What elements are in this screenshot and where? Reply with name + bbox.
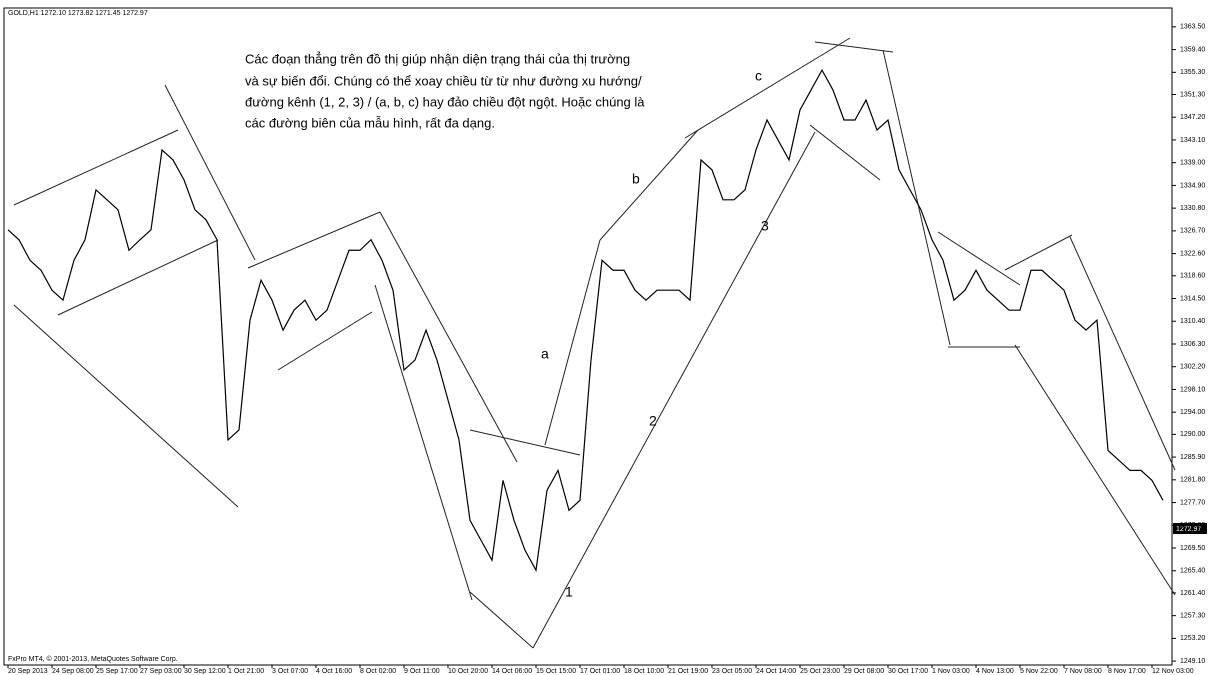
y-tick-label: 1261.40 <box>1180 590 1205 597</box>
y-tick-label: 1330.80 <box>1180 205 1205 212</box>
x-tick-label: 15 Oct 15:00 <box>536 668 576 675</box>
x-tick-label: 24 Oct 14:00 <box>756 668 796 675</box>
x-tick-label: 24 Sep 08:00 <box>52 668 94 675</box>
y-tick-label: 1298.10 <box>1180 386 1205 393</box>
y-tick-label: 1347.20 <box>1180 114 1205 121</box>
line-label: 2 <box>649 413 657 429</box>
y-tick-label: 1326.70 <box>1180 228 1205 235</box>
x-tick-label: 4 Oct 16:00 <box>316 668 352 675</box>
note-line: và sự biến đổi. Chúng có thể xoay chiều … <box>245 73 642 88</box>
price-tag-box <box>1173 523 1207 534</box>
y-tick-label: 1306.30 <box>1180 341 1205 348</box>
y-tick-label: 1334.90 <box>1180 182 1205 189</box>
y-tick-label: 1318.60 <box>1180 273 1205 280</box>
y-tick-label: 1277.70 <box>1180 499 1205 506</box>
y-tick-label: 1310.40 <box>1180 318 1205 325</box>
note-line: Các đoạn thẳng trên đồ thị giúp nhận diệ… <box>245 51 630 66</box>
x-tick-label: 17 Oct 01:00 <box>580 668 620 675</box>
y-tick-label: 1285.90 <box>1180 454 1205 461</box>
y-tick-label: 1281.80 <box>1180 477 1205 484</box>
y-tick-label: 1314.50 <box>1180 295 1205 302</box>
y-tick-label: 1363.50 <box>1180 24 1205 31</box>
x-tick-label: 1 Oct 21:00 <box>228 668 264 675</box>
note-line: đường kênh (1, 2, 3) / (a, b, c) hay đảo… <box>245 94 645 109</box>
x-tick-label: 25 Oct 23:00 <box>800 668 840 675</box>
y-tick-label: 1343.10 <box>1180 137 1205 144</box>
x-tick-label: 29 Oct 08:00 <box>844 668 884 675</box>
x-tick-label: 5 Nov 22:00 <box>1020 668 1058 675</box>
y-tick-label: 1294.00 <box>1180 409 1205 416</box>
line-label: b <box>632 171 640 187</box>
plot-frame <box>3 7 1173 666</box>
y-tick-label: 1322.60 <box>1180 250 1205 257</box>
x-tick-label: 30 Oct 17:00 <box>888 668 928 675</box>
x-tick-label: 12 Nov 03:00 <box>1152 668 1194 675</box>
x-tick-label: 14 Oct 06:00 <box>492 668 532 675</box>
x-tick-label: 30 Sep 12:00 <box>184 668 226 675</box>
x-tick-label: 20 Sep 2013 <box>8 668 48 675</box>
y-tick-label: 1253.20 <box>1180 635 1205 642</box>
line-label: 3 <box>761 218 769 234</box>
y-tick-label: 1359.40 <box>1180 46 1205 53</box>
x-tick-label: 23 Oct 05:00 <box>712 668 752 675</box>
y-tick-label: 1355.30 <box>1180 69 1205 76</box>
price-line <box>7 68 1164 573</box>
x-tick-label: 1 Nov 03:00 <box>932 668 970 675</box>
x-tick-label: 4 Nov 13:00 <box>976 668 1014 675</box>
line-label: 1 <box>565 584 573 600</box>
y-tick-label: 1273.60 <box>1180 522 1205 529</box>
x-tick-label: 9 Oct 11:00 <box>404 668 440 675</box>
trendlines <box>13 37 1176 649</box>
x-tick-label: 25 Sep 17:00 <box>96 668 138 675</box>
header: GOLD,H1 1272.10 1273.82 1271.45 1272.97 <box>8 10 148 17</box>
y-tick-label: 1265.40 <box>1180 568 1205 575</box>
x-tick-label: 27 Sep 03:00 <box>140 668 182 675</box>
price-tag: 1272.97 <box>1176 526 1201 533</box>
x-tick-label: 21 Oct 19:00 <box>668 668 708 675</box>
x-tick-label: 8 Oct 02:00 <box>360 668 396 675</box>
x-tick-label: 3 Oct 07:00 <box>272 668 308 675</box>
y-tick-label: 1249.10 <box>1180 658 1205 665</box>
note-line: các đường biên của mẫu hình, rất đa dạng… <box>245 115 495 130</box>
y-tick-label: 1302.20 <box>1180 364 1205 371</box>
y-tick-label: 1290.00 <box>1180 431 1205 438</box>
y-tick-label: 1351.30 <box>1180 91 1205 98</box>
footer: FxPro MT4, © 2001-2013, MetaQuotes Softw… <box>8 655 178 663</box>
y-tick-label: 1257.30 <box>1180 612 1205 619</box>
line-label: c <box>755 68 762 84</box>
x-tick-label: 7 Nov 08:00 <box>1064 668 1102 675</box>
x-tick-label: 10 Oct 20:00 <box>448 668 488 675</box>
line-label: a <box>541 346 549 362</box>
x-tick-label: 8 Nov 17:00 <box>1108 668 1146 675</box>
y-tick-label: 1339.00 <box>1180 160 1205 167</box>
y-tick-label: 1269.50 <box>1180 545 1205 552</box>
x-tick-label: 18 Oct 10:00 <box>624 668 664 675</box>
